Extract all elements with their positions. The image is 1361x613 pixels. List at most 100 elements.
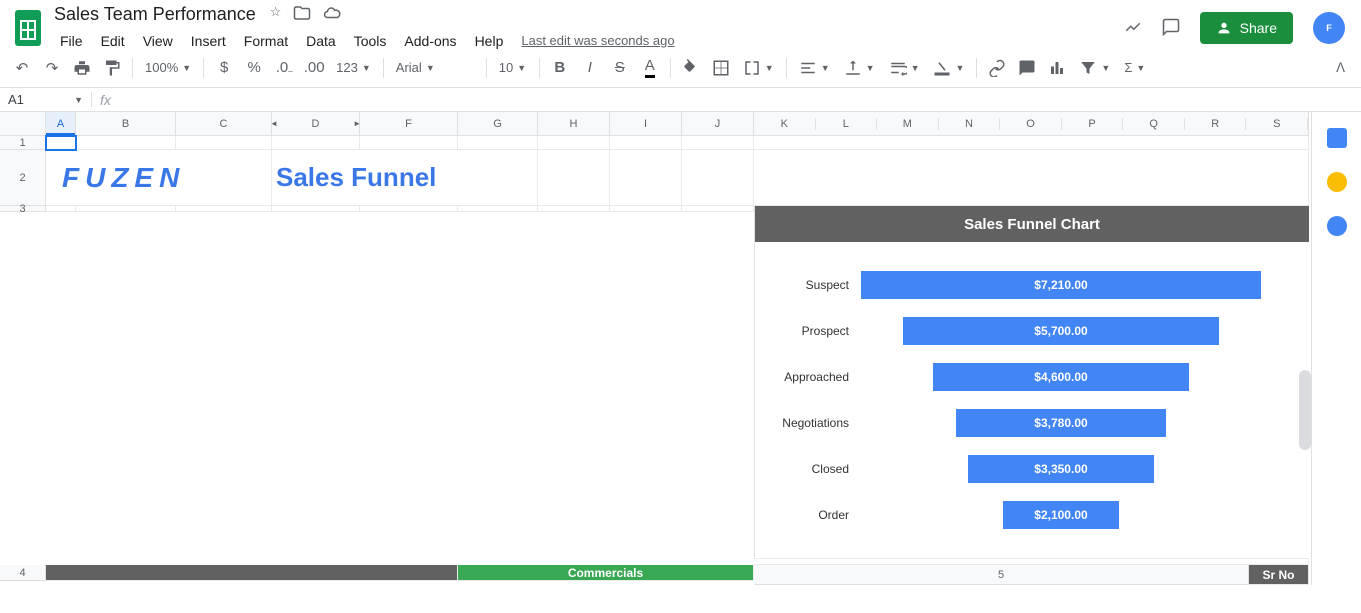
menu-add-ons[interactable]: Add-ons	[396, 29, 464, 53]
font-family-dropdown[interactable]: Arial▼	[390, 60, 480, 75]
menu-format[interactable]: Format	[236, 29, 296, 53]
comments-icon[interactable]	[1162, 18, 1180, 39]
rotate-dropdown[interactable]: ▼	[927, 59, 970, 77]
cloud-status-icon[interactable]	[323, 4, 341, 25]
cell-blank[interactable]	[682, 136, 754, 150]
account-avatar[interactable]: F	[1313, 12, 1345, 44]
keep-icon[interactable]	[1327, 172, 1347, 192]
chart-bar: $4,600.00	[933, 363, 1188, 391]
row-header-5[interactable]: 5	[754, 565, 1249, 585]
link-button[interactable]	[983, 54, 1011, 82]
undo-button[interactable]: ↶	[8, 54, 36, 82]
title-bar: Sales Team Performance ☆ FileEditViewIns…	[0, 0, 1361, 48]
column-header-G[interactable]: G	[458, 112, 538, 136]
increase-decimal-button[interactable]: .00	[300, 54, 328, 82]
menu-insert[interactable]: Insert	[183, 29, 234, 53]
column-header-J[interactable]: J	[682, 112, 754, 136]
formula-input[interactable]	[119, 92, 1361, 107]
cell-blank[interactable]	[272, 136, 360, 150]
share-label: Share	[1240, 20, 1277, 36]
redo-button[interactable]: ↷	[38, 54, 66, 82]
cell-blank[interactable]	[610, 150, 682, 206]
comment-button[interactable]	[1013, 54, 1041, 82]
column-header-D[interactable]: D	[272, 112, 360, 136]
row-header-2[interactable]: 2	[0, 150, 46, 206]
paint-format-button[interactable]	[98, 54, 126, 82]
zoom-dropdown[interactable]: 100%▼	[139, 60, 197, 75]
cell-blank[interactable]	[458, 206, 538, 212]
tasks-icon[interactable]	[1327, 216, 1347, 236]
cell-blank[interactable]	[538, 206, 610, 212]
column-header-F[interactable]: F	[360, 112, 458, 136]
cell-blank[interactable]	[360, 136, 458, 150]
merge-cells-dropdown[interactable]: ▼	[737, 59, 780, 77]
chart-bar: $3,350.00	[968, 455, 1154, 483]
select-all-corner[interactable]	[0, 112, 46, 136]
number-format-dropdown[interactable]: 123▼	[330, 60, 377, 75]
document-title[interactable]: Sales Team Performance	[48, 2, 262, 27]
last-edit-link[interactable]: Last edit was seconds ago	[521, 33, 674, 48]
borders-button[interactable]	[707, 54, 735, 82]
v-align-dropdown[interactable]: ▼	[838, 59, 881, 77]
column-header-I[interactable]: I	[610, 112, 682, 136]
strikethrough-button[interactable]: S	[606, 54, 634, 82]
cell-blank[interactable]	[538, 150, 610, 206]
chart-button[interactable]	[1043, 54, 1071, 82]
wrap-dropdown[interactable]: ▼	[883, 59, 926, 77]
column-headers-right[interactable]: KLMNOPQRS	[754, 112, 1309, 136]
move-icon[interactable]	[293, 4, 311, 25]
menu-file[interactable]: File	[52, 29, 91, 53]
column-header-H[interactable]: H	[538, 112, 610, 136]
cell-blank[interactable]	[176, 136, 272, 150]
chart-panel: Sales Funnel ChartSuspect$7,210.00Prospe…	[754, 206, 1309, 559]
font-size-dropdown[interactable]: 10▼	[493, 60, 533, 75]
currency-button[interactable]: $	[210, 54, 238, 82]
cell-blank[interactable]	[682, 206, 754, 212]
row-header-4[interactable]: 4	[0, 565, 46, 581]
menu-tools[interactable]: Tools	[346, 29, 395, 53]
menu-edit[interactable]: Edit	[93, 29, 133, 53]
row-header-3[interactable]: 3	[0, 206, 46, 212]
cell-blank[interactable]	[458, 136, 538, 150]
chart-title: Sales Funnel Chart	[755, 206, 1309, 242]
menu-view[interactable]: View	[135, 29, 181, 53]
print-button[interactable]	[68, 54, 96, 82]
spreadsheet-grid[interactable]: ABCDFGHIJKLMNOPQRS12FUZENSales Funnel34C…	[0, 112, 1311, 585]
calendar-icon[interactable]	[1327, 128, 1347, 148]
bold-button[interactable]: B	[546, 54, 574, 82]
cell-blank[interactable]	[754, 150, 1309, 206]
cell-blank[interactable]	[76, 206, 176, 212]
cell-blank[interactable]	[610, 136, 682, 150]
menu-data[interactable]: Data	[298, 29, 344, 53]
name-box[interactable]: A1▼	[0, 92, 92, 107]
column-header-B[interactable]: B	[76, 112, 176, 136]
cell-blank[interactable]	[46, 206, 76, 212]
percent-button[interactable]: %	[240, 54, 268, 82]
cell-blank[interactable]	[538, 136, 610, 150]
italic-button[interactable]: I	[576, 54, 604, 82]
functions-dropdown[interactable]: Σ▼	[1118, 60, 1151, 75]
collapse-toolbar-button[interactable]: ᐱ	[1328, 60, 1353, 76]
cell-blank[interactable]	[272, 206, 360, 212]
cell-A1[interactable]	[46, 136, 76, 150]
text-color-button[interactable]: A	[636, 54, 664, 82]
star-icon[interactable]: ☆	[270, 4, 282, 25]
cell-blank[interactable]	[610, 206, 682, 212]
cell-blank[interactable]	[360, 206, 458, 212]
column-header-A[interactable]: A	[46, 112, 76, 136]
cell-blank[interactable]	[682, 150, 754, 206]
column-header-C[interactable]: C	[176, 112, 272, 136]
cell-blank[interactable]	[754, 136, 1309, 150]
sheets-app-icon[interactable]	[8, 8, 48, 48]
fill-color-button[interactable]	[677, 54, 705, 82]
share-button[interactable]: Share	[1200, 12, 1293, 44]
filter-dropdown[interactable]: ▼	[1073, 59, 1116, 77]
row-header-1[interactable]: 1	[0, 136, 46, 150]
activity-icon[interactable]	[1124, 18, 1142, 39]
decrease-decimal-button[interactable]: .0_	[270, 54, 298, 82]
cell-blank[interactable]	[176, 206, 272, 212]
h-align-dropdown[interactable]: ▼	[793, 59, 836, 77]
vertical-scrollbar[interactable]	[1299, 370, 1311, 450]
cell-blank[interactable]	[76, 136, 176, 150]
menu-help[interactable]: Help	[467, 29, 512, 53]
